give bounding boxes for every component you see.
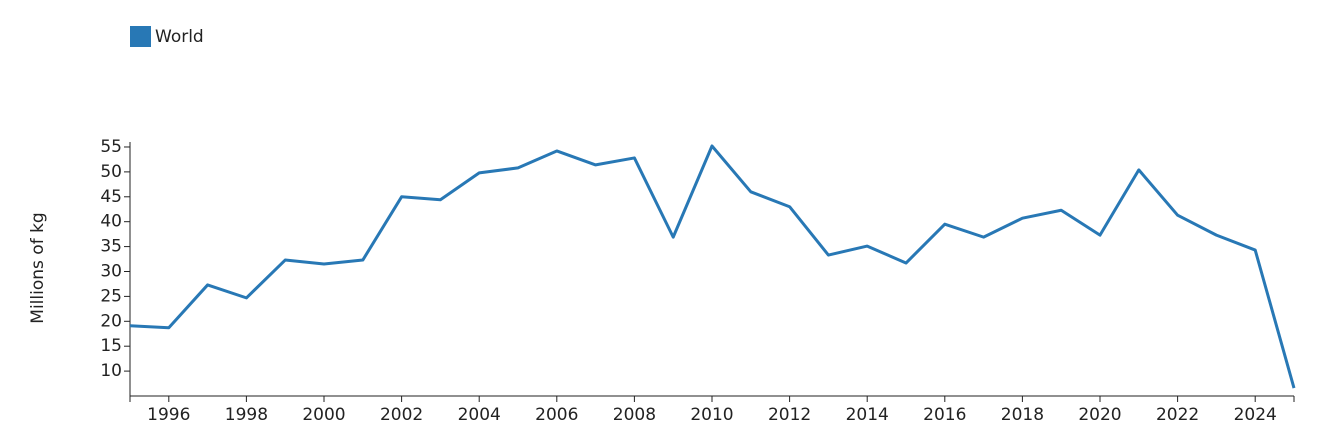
y-tick-label: 30 xyxy=(100,261,122,281)
x-tick-label: 2014 xyxy=(846,405,889,425)
y-tick-label: 25 xyxy=(100,286,122,306)
y-tick-label: 40 xyxy=(100,212,122,232)
y-tick-label: 50 xyxy=(100,162,122,182)
x-tick-label: 2012 xyxy=(768,405,811,425)
x-tick-label: 2000 xyxy=(302,405,345,425)
x-tick-label: 2022 xyxy=(1156,405,1199,425)
y-tick-label: 15 xyxy=(100,336,122,356)
y-axis-label: Millions of kg xyxy=(28,212,48,323)
x-tick-label: 2002 xyxy=(380,405,423,425)
x-tick-label: 2018 xyxy=(1001,405,1044,425)
y-tick-label: 20 xyxy=(100,311,122,331)
x-tick-label: 2008 xyxy=(613,405,656,425)
y-tick-label: 35 xyxy=(100,237,122,257)
x-tick-label: 2006 xyxy=(535,405,578,425)
x-tick-label: 2024 xyxy=(1234,405,1277,425)
y-tick-label: 45 xyxy=(100,187,122,207)
legend-swatch xyxy=(130,26,151,47)
legend-label: World xyxy=(155,27,204,47)
x-tick-label: 2016 xyxy=(923,405,966,425)
y-tick-label: 55 xyxy=(100,137,122,157)
x-tick-label: 2010 xyxy=(690,405,733,425)
x-tick-label: 1998 xyxy=(225,405,268,425)
x-tick-label: 1996 xyxy=(147,405,190,425)
data-line xyxy=(129,144,1296,389)
x-tick-label: 2004 xyxy=(458,405,501,425)
y-tick-label: 10 xyxy=(100,361,122,381)
x-tick-label: 2020 xyxy=(1078,405,1121,425)
